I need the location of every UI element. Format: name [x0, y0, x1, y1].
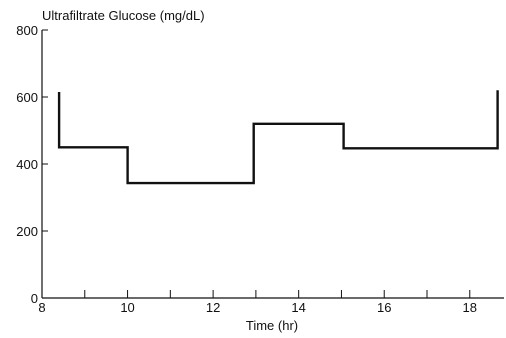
x-tick-label: 12	[206, 300, 220, 315]
y-tick-label: 600	[16, 90, 38, 105]
y-tick-label: 200	[16, 224, 38, 239]
x-tick-label: 16	[377, 300, 391, 315]
ticks	[41, 29, 471, 299]
x-tick-label: 18	[463, 300, 477, 315]
y-axis-label: Ultrafiltrate Glucose (mg/dL)	[42, 8, 205, 23]
series-layer	[57, 90, 499, 185]
x-axis-label: Time (hr)	[246, 318, 298, 333]
series-line	[57, 90, 499, 185]
x-tick-label: 10	[120, 300, 134, 315]
axes	[41, 30, 504, 299]
tick-labels: 0 200 400 600 800 8 10 12 14 16 18	[16, 23, 477, 315]
y-tick-label: 0	[31, 291, 38, 306]
x-tick-label: 14	[291, 300, 305, 315]
x-tick-label: 8	[38, 300, 45, 315]
y-tick-label: 400	[16, 157, 38, 172]
y-tick-label: 800	[16, 23, 38, 38]
